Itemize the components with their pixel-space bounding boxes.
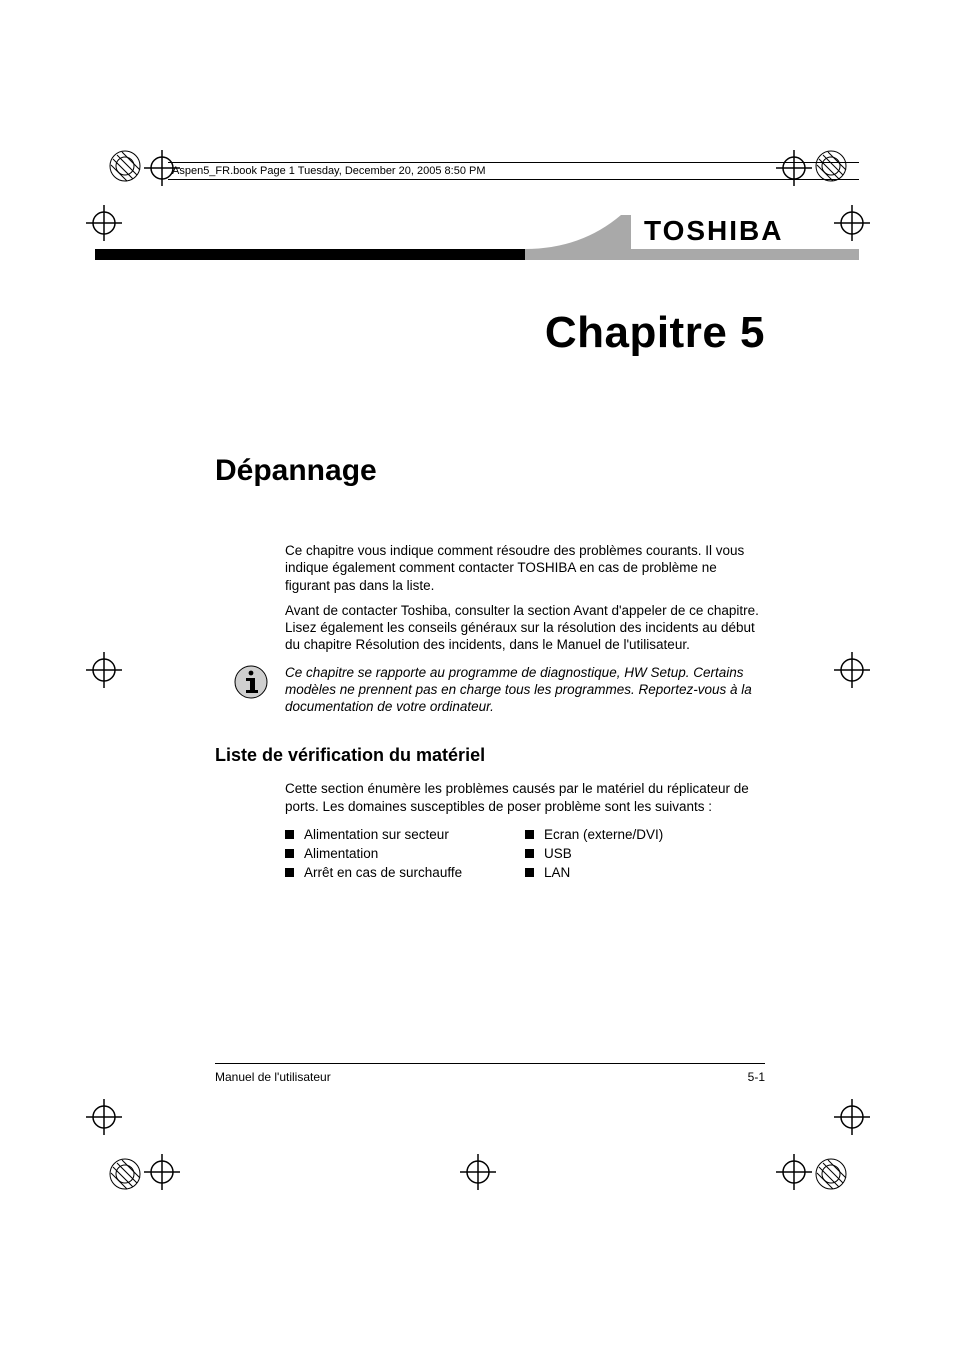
info-note-icon bbox=[233, 664, 269, 700]
bullet-label: USB bbox=[544, 846, 572, 861]
section-title: Dépannage bbox=[215, 454, 765, 488]
print-registration-crosshair-left-mid-icon bbox=[86, 652, 122, 688]
paragraph-1: Ce chapitre vous indique comment résoudr… bbox=[285, 542, 765, 594]
chapter-title: Chapitre 5 bbox=[215, 308, 765, 358]
bullet-item: Ecran (externe/DVI) bbox=[525, 827, 765, 842]
page: Aspen5_FR.book Page 1 Tuesday, December … bbox=[0, 0, 954, 1350]
bullet-square-icon bbox=[525, 868, 534, 877]
bullet-label: Arrêt en cas de surchauffe bbox=[304, 865, 462, 880]
bullet-square-icon bbox=[525, 849, 534, 858]
bullet-column-right: Ecran (externe/DVI) USB LAN bbox=[525, 823, 765, 884]
paragraph-2: Avant de contacter Toshiba, consulter la… bbox=[285, 602, 765, 654]
bullet-item: Arrêt en cas de surchauffe bbox=[285, 865, 525, 880]
print-registration-crosshair-right-mid-icon bbox=[834, 652, 870, 688]
note-block: Ce chapitre se rapporte au programme de … bbox=[285, 664, 765, 716]
subsection-title: Liste de vérification du matériel bbox=[215, 745, 765, 766]
bullet-square-icon bbox=[285, 868, 294, 877]
print-registration-crosshair-left-lower-icon bbox=[86, 1099, 122, 1135]
footer: Manuel de l'utilisateur 5-1 bbox=[215, 1070, 765, 1084]
brand-header: TOSHIBA bbox=[95, 215, 859, 260]
bullet-label: Ecran (externe/DVI) bbox=[544, 827, 663, 842]
bullet-item: Alimentation sur secteur bbox=[285, 827, 525, 842]
bullet-square-icon bbox=[525, 830, 534, 839]
brand-header-curve-icon bbox=[511, 215, 631, 260]
brand-header-black-segment bbox=[95, 249, 525, 260]
print-registration-crosshair-bottom-center-icon bbox=[460, 1154, 496, 1190]
print-registration-hatched-bottom-right-icon bbox=[814, 1157, 848, 1191]
intro-paragraphs: Ce chapitre vous indique comment résoudr… bbox=[285, 542, 765, 715]
bullet-item: USB bbox=[525, 846, 765, 861]
bullet-square-icon bbox=[285, 849, 294, 858]
note-text: Ce chapitre se rapporte au programme de … bbox=[285, 664, 765, 716]
bullet-column-left: Alimentation sur secteur Alimentation Ar… bbox=[285, 823, 525, 884]
bullet-label: LAN bbox=[544, 865, 570, 880]
bullet-item: Alimentation bbox=[285, 846, 525, 861]
footer-left: Manuel de l'utilisateur bbox=[215, 1070, 331, 1084]
footer-rule bbox=[215, 1063, 765, 1064]
subsection-intro: Cette section énumère les problèmes caus… bbox=[285, 780, 765, 815]
print-registration-hatched-top-left-icon bbox=[108, 149, 142, 183]
bullet-columns: Alimentation sur secteur Alimentation Ar… bbox=[285, 823, 765, 884]
bullet-label: Alimentation bbox=[304, 846, 378, 861]
bullet-label: Alimentation sur secteur bbox=[304, 827, 449, 842]
subsection-intro-block: Cette section énumère les problèmes caus… bbox=[285, 780, 765, 815]
content-area: Chapitre 5 Dépannage Ce chapitre vous in… bbox=[215, 308, 765, 884]
brand-logo: TOSHIBA bbox=[644, 215, 784, 247]
framemaker-page-info: Aspen5_FR.book Page 1 Tuesday, December … bbox=[168, 162, 859, 180]
bullet-square-icon bbox=[285, 830, 294, 839]
bullet-item: LAN bbox=[525, 865, 765, 880]
framemaker-page-info-text: Aspen5_FR.book Page 1 Tuesday, December … bbox=[172, 165, 486, 177]
print-registration-crosshair-right-lower-icon bbox=[834, 1099, 870, 1135]
print-registration-crosshair-bottom-left-icon bbox=[144, 1154, 180, 1190]
footer-right: 5-1 bbox=[748, 1070, 765, 1084]
print-registration-hatched-bottom-left-icon bbox=[108, 1157, 142, 1191]
print-registration-crosshair-bottom-right-icon bbox=[776, 1154, 812, 1190]
